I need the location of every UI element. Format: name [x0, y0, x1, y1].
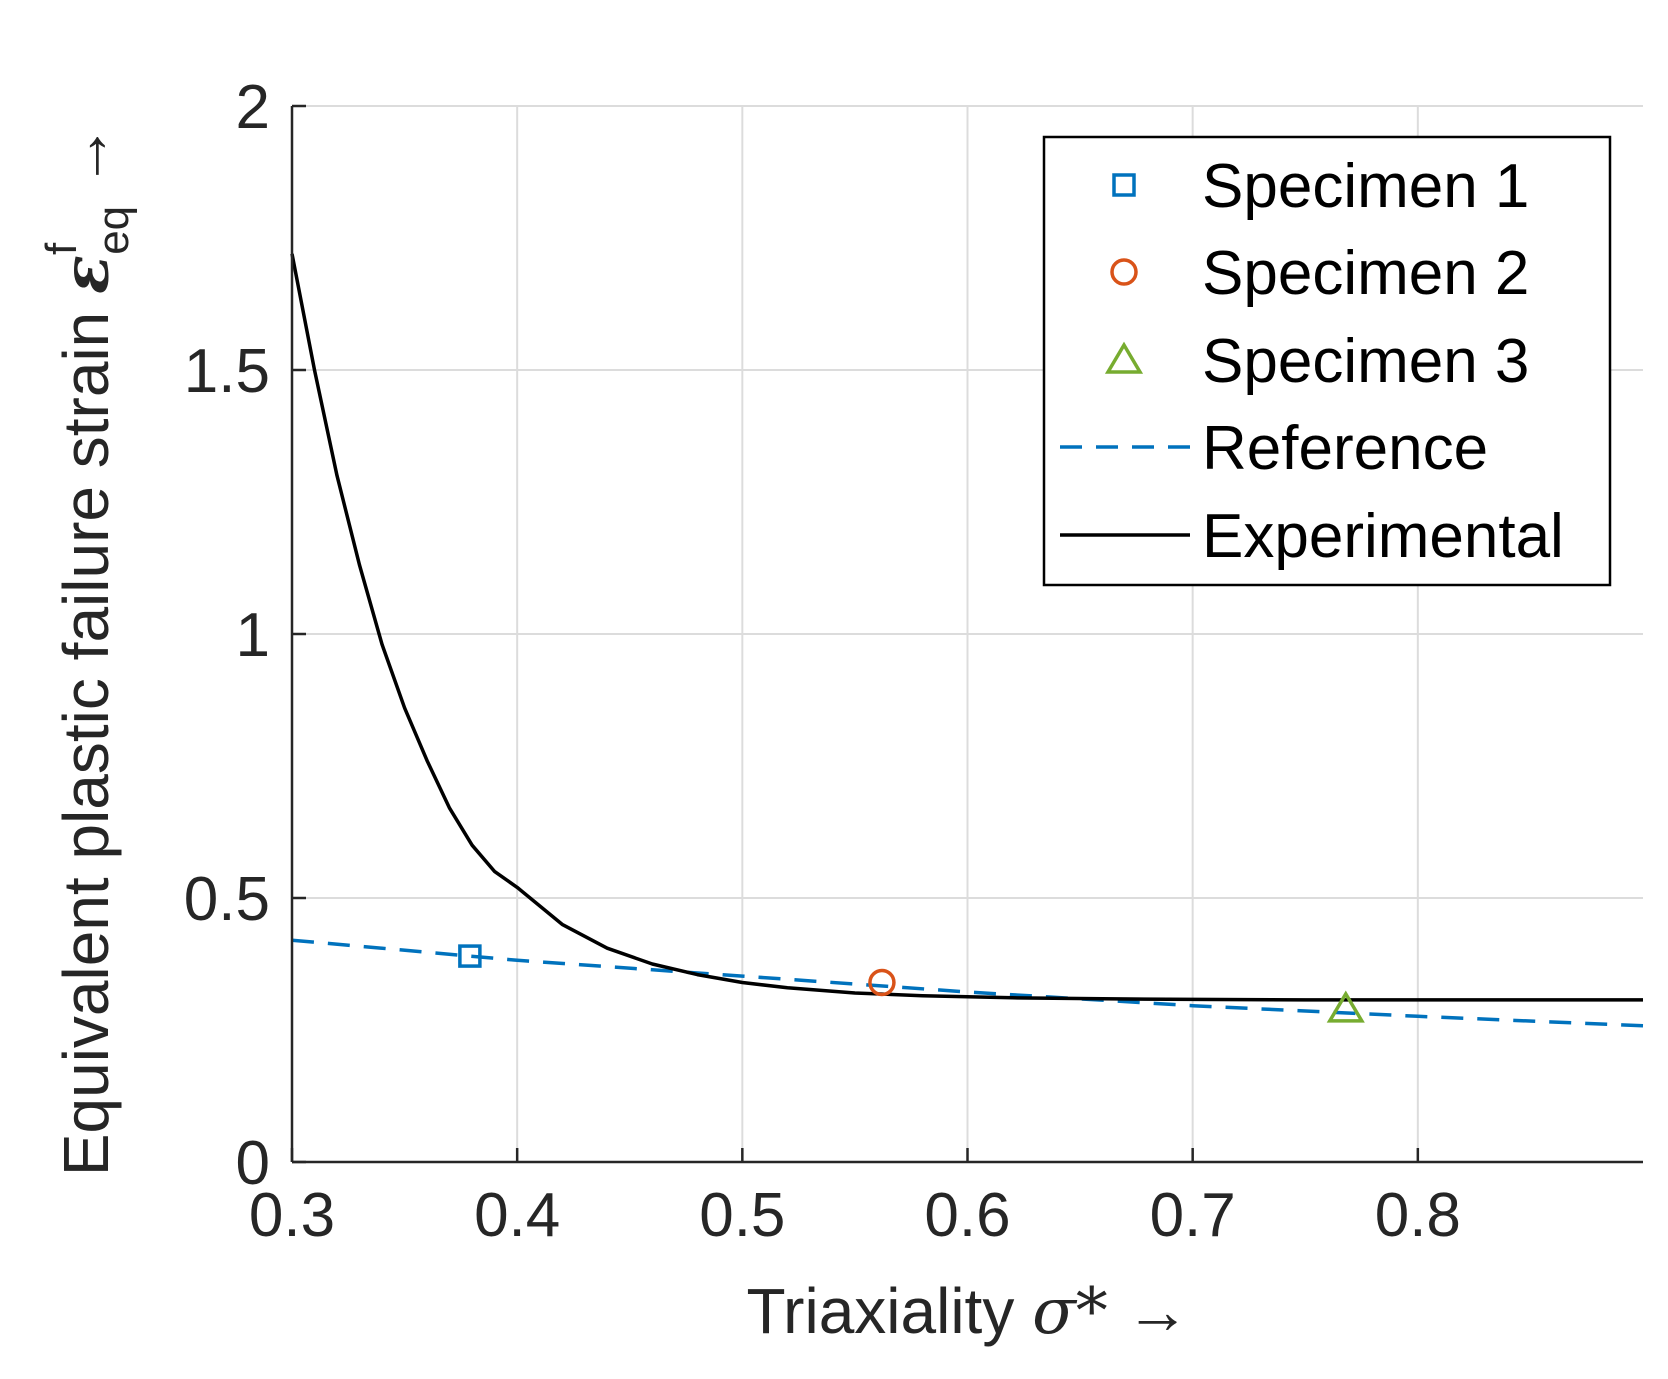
- legend-marker-3: [1104, 341, 1144, 374]
- data-point-specimen-1: [458, 944, 482, 968]
- x-axis-label: Triaxiality: [746, 1275, 1014, 1347]
- legend-entries: Specimen 1 Specimen 2 Specimen 3 Reference E…: [1060, 152, 1564, 571]
- plot-series: [290, 253, 1644, 1028]
- x-tick-label: 0.5: [699, 1181, 785, 1250]
- x-axis-arrow: →: [1126, 1275, 1190, 1347]
- y-axis-subscript: eq: [89, 206, 138, 255]
- y-axis-arrow: →: [50, 124, 122, 188]
- y-tick-label: 1: [236, 601, 270, 670]
- x-tick-label: 0.3: [249, 1181, 335, 1250]
- series-line-reference: [291, 938, 1644, 1028]
- legend-label: Experimental: [1202, 502, 1564, 571]
- y-tick-label: 2: [236, 73, 270, 142]
- y-tick-label: 0: [236, 1129, 270, 1198]
- axes: [290, 104, 1643, 1164]
- x-axis-title: Triaxiality σ* →: [746, 1275, 1189, 1349]
- x-tick-label: 0.8: [1375, 1181, 1461, 1250]
- legend-marker-1: [1112, 173, 1136, 197]
- y-tick-label: 1.5: [184, 337, 270, 406]
- legend: Specimen 1 Specimen 2 Specimen 3 Reference E…: [1042, 135, 1612, 587]
- data-point-specimen-3: [1326, 990, 1365, 1023]
- x-tick-label: 0.4: [474, 1181, 560, 1250]
- tick-labels: 0.3 0.4 0.5 0.6 0.7 0.8 0 0.5 1 1.5 2: [184, 73, 1461, 1250]
- x-tick-label: 0.6: [924, 1181, 1010, 1250]
- legend-label: Specimen 2: [1202, 239, 1529, 308]
- y-axis-symbol: ε: [49, 255, 124, 294]
- legend-label: Specimen 3: [1202, 327, 1529, 396]
- y-axis-title: Equivalent plastic failure strain εfeq →: [37, 124, 138, 1176]
- legend-marker-2: [1110, 258, 1138, 286]
- y-axis-label: Equivalent plastic failure strain: [50, 312, 122, 1176]
- legend-label: Specimen 1: [1202, 152, 1529, 221]
- data-point-specimen-2: [868, 968, 896, 997]
- x-tick-label: 0.7: [1150, 1181, 1236, 1250]
- series-line-experimental: [290, 253, 1643, 1002]
- y-tick-label: 0.5: [184, 865, 270, 934]
- x-axis-symbol: σ*: [1032, 1275, 1108, 1349]
- legend-label: Reference: [1202, 414, 1488, 483]
- y-axis-superscript: f: [37, 242, 86, 255]
- legend-box: [1042, 135, 1612, 587]
